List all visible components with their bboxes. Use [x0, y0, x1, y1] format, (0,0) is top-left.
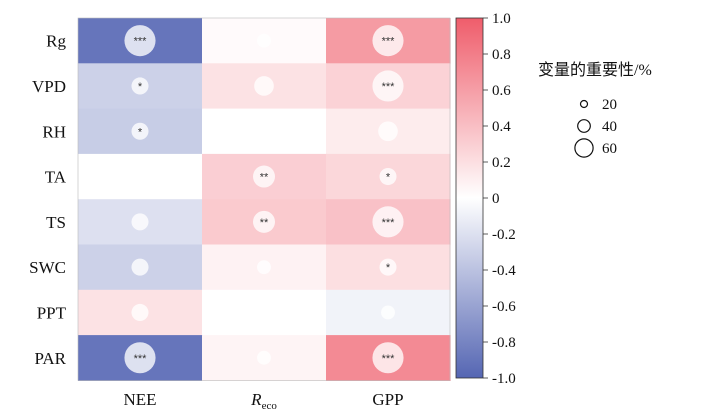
cell-ts-gpp-importance-circle: [372, 206, 404, 238]
cell-rh-nee-significance: *: [138, 126, 143, 138]
cell-swc-gpp-significance: *: [386, 262, 391, 274]
cell-swc-reco-importance-circle: [257, 260, 271, 275]
colorbar-tick-label: 1.0: [492, 11, 511, 27]
cell-vpd-gpp-significance: ***: [382, 81, 396, 93]
cell-par-nee-importance-circle: [124, 342, 156, 374]
cell-vpd-reco-importance-circle: [254, 76, 274, 96]
legend-circle-60: [574, 138, 594, 158]
row-label-ppt: PPT: [37, 303, 67, 322]
cell-rh-reco: [202, 108, 327, 155]
significance-labels: *** **** ****** *** ******* ***: [134, 36, 396, 365]
colorbar-tick-label: 0: [492, 191, 500, 207]
cell-par-gpp-importance-circle: [372, 342, 404, 374]
cell-ppt-reco: [202, 289, 327, 336]
cell-ts-gpp-significance: ***: [382, 217, 396, 229]
legend-label-20: 20: [602, 97, 617, 113]
cell-par-nee-significance: ***: [134, 353, 148, 365]
cell-rg-nee-importance-circle: [124, 25, 156, 57]
heatmap-frame: [77, 17, 451, 381]
column-labels: NEE Reco GPP: [123, 390, 403, 412]
colorbar-tick-label: -0.6: [492, 299, 516, 315]
row-label-vpd: VPD: [32, 77, 66, 96]
cell-ts-reco-significance: **: [260, 217, 269, 229]
colorbar-tick-label: -0.2: [492, 227, 516, 243]
colorbar-tick-label: 0.6: [492, 83, 511, 99]
legend-circle-20: [579, 99, 589, 109]
colorbar-tick-label: -0.8: [492, 335, 516, 351]
cell-rh-nee-importance-circle: [131, 122, 149, 140]
cell-rg-gpp-importance-circle: [372, 25, 404, 57]
cell-rg-gpp-significance: ***: [382, 36, 396, 48]
row-label-rg: Rg: [46, 32, 66, 51]
cell-rg-nee-significance: ***: [134, 36, 148, 48]
legend-label-40: 40: [602, 119, 617, 135]
heatmap-cells: [77, 17, 451, 381]
cell-ta-nee: [78, 153, 203, 200]
cell-swc-nee-importance-circle: [131, 258, 149, 276]
row-label-ts: TS: [46, 213, 66, 232]
column-label-nee: NEE: [123, 390, 156, 409]
cell-ts-nee-importance-circle: [131, 213, 149, 231]
cell-ta-reco-significance: **: [260, 172, 269, 184]
importance-circles: [124, 25, 404, 374]
row-label-swc: SWC: [29, 258, 66, 277]
cell-ta-gpp-importance-circle: [379, 168, 397, 186]
cell-par-reco-importance-circle: [257, 350, 271, 365]
colorbar-gradient: [455, 17, 484, 379]
cell-ta-gpp-significance: *: [386, 172, 391, 184]
cell-rg-reco-importance-circle: [257, 33, 271, 48]
cell-par-gpp-significance: ***: [382, 353, 396, 365]
row-label-ta: TA: [45, 168, 67, 187]
column-label-reco: Reco: [250, 390, 277, 412]
colorbar-tick-label: 0.2: [492, 155, 511, 171]
cell-swc-gpp-importance-circle: [379, 258, 397, 276]
colorbar-tick-label: 0.8: [492, 47, 511, 63]
size-legend: 变量的重要性/% 20 40 60: [538, 61, 652, 158]
cell-vpd-gpp-importance-circle: [372, 70, 404, 102]
cell-ts-reco-importance-circle: [253, 210, 275, 233]
cell-rh-gpp-importance-circle: [378, 121, 398, 142]
row-label-par: PAR: [34, 349, 66, 368]
cell-ta-reco-importance-circle: [253, 165, 275, 188]
colorbar: 1.0 0.8 0.6 0.4 0.2 0 -0.2 -0.4 -0.6 -0.8 -1.0: [455, 11, 516, 387]
cell-ppt-nee-importance-circle: [131, 303, 149, 321]
cell-ppt-gpp-importance-circle: [381, 305, 395, 320]
legend-circle-40: [577, 119, 591, 133]
row-label-rh: RH: [42, 122, 66, 141]
cell-vpd-nee-significance: *: [138, 81, 143, 93]
column-label-gpp: GPP: [372, 390, 403, 409]
colorbar-tick-label: -1.0: [492, 371, 516, 387]
colorbar-tick-label: -0.4: [492, 263, 516, 279]
cell-vpd-nee-importance-circle: [131, 77, 149, 95]
legend-label-60: 60: [602, 141, 617, 157]
colorbar-tick-label: 0.4: [492, 119, 511, 135]
legend-title: 变量的重要性/%: [538, 61, 652, 79]
row-labels: Rg VPD RH TA TS SWC PPT PAR: [29, 32, 67, 368]
